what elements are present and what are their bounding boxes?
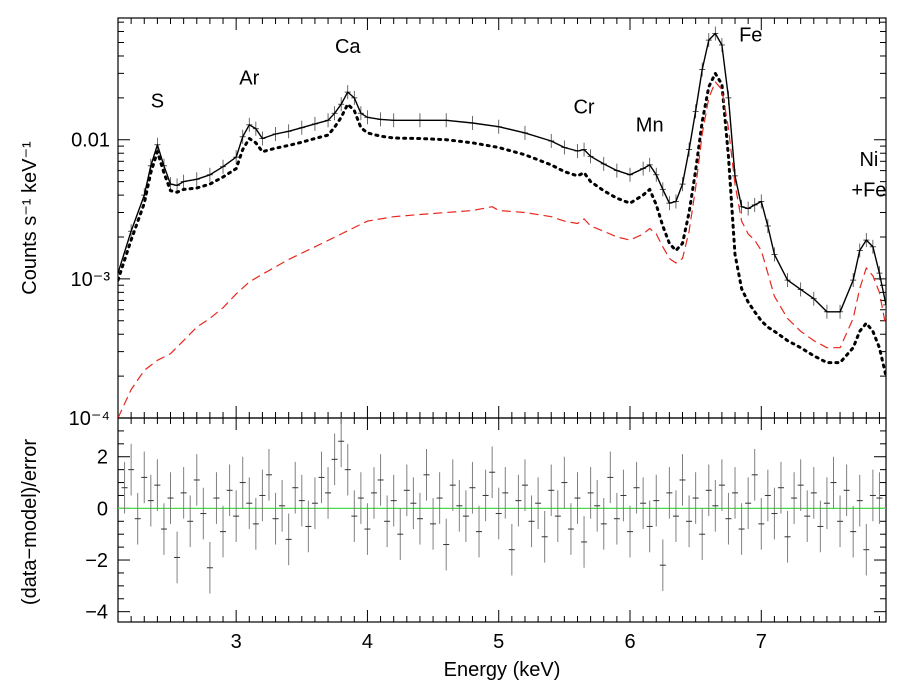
line-label: Mn [636,114,664,136]
x-tick-label: 6 [624,631,635,653]
x-tick-label: 5 [493,631,504,653]
line-label: Cr [573,96,594,118]
y-tick-label: 2 [97,447,108,469]
residuals-plot [118,418,886,594]
line-label: Ni [859,149,878,171]
x-tick-label: 4 [362,631,373,653]
y-tick-label: 0.01 [71,130,110,152]
spectrum-panel: S Ar Ca Cr Mn Fe Ni +Fe 0.01 10⁻³ 10⁻⁴ [69,17,887,430]
y-tick-label: −4 [85,602,108,624]
spectrum-plot [118,26,886,418]
x-tick-label: 3 [231,631,242,653]
residuals-axis-title: (data−model)/error [19,439,41,606]
line-label: +Fe [851,180,886,202]
y-tick-label: −2 [85,550,108,572]
y-tick-label: 10⁻³ [71,269,111,291]
line-label: Ca [335,36,361,58]
model-component-dotted-line [118,71,886,378]
model-component-dashed-line [118,81,886,418]
line-label: S [151,91,164,113]
y-axis-title: Counts s⁻¹ keV⁻¹ [19,141,41,295]
residuals-frame [117,417,887,623]
line-label: Fe [739,24,762,46]
x-axis-title: Energy (keV) [444,659,561,681]
residuals-panel: 2 0 −2 −4 3 4 5 6 7 [85,417,887,653]
model-total-line [118,32,886,313]
y-tick-label: 0 [97,498,108,520]
line-label: Ar [239,67,259,89]
spectrum-frame [117,17,887,419]
x-tick-label: 7 [756,631,767,653]
axis-labels: Energy (keV) Counts s⁻¹ keV⁻¹ (data−model)… [19,141,560,681]
y-tick-label: 10⁻⁴ [69,408,110,430]
